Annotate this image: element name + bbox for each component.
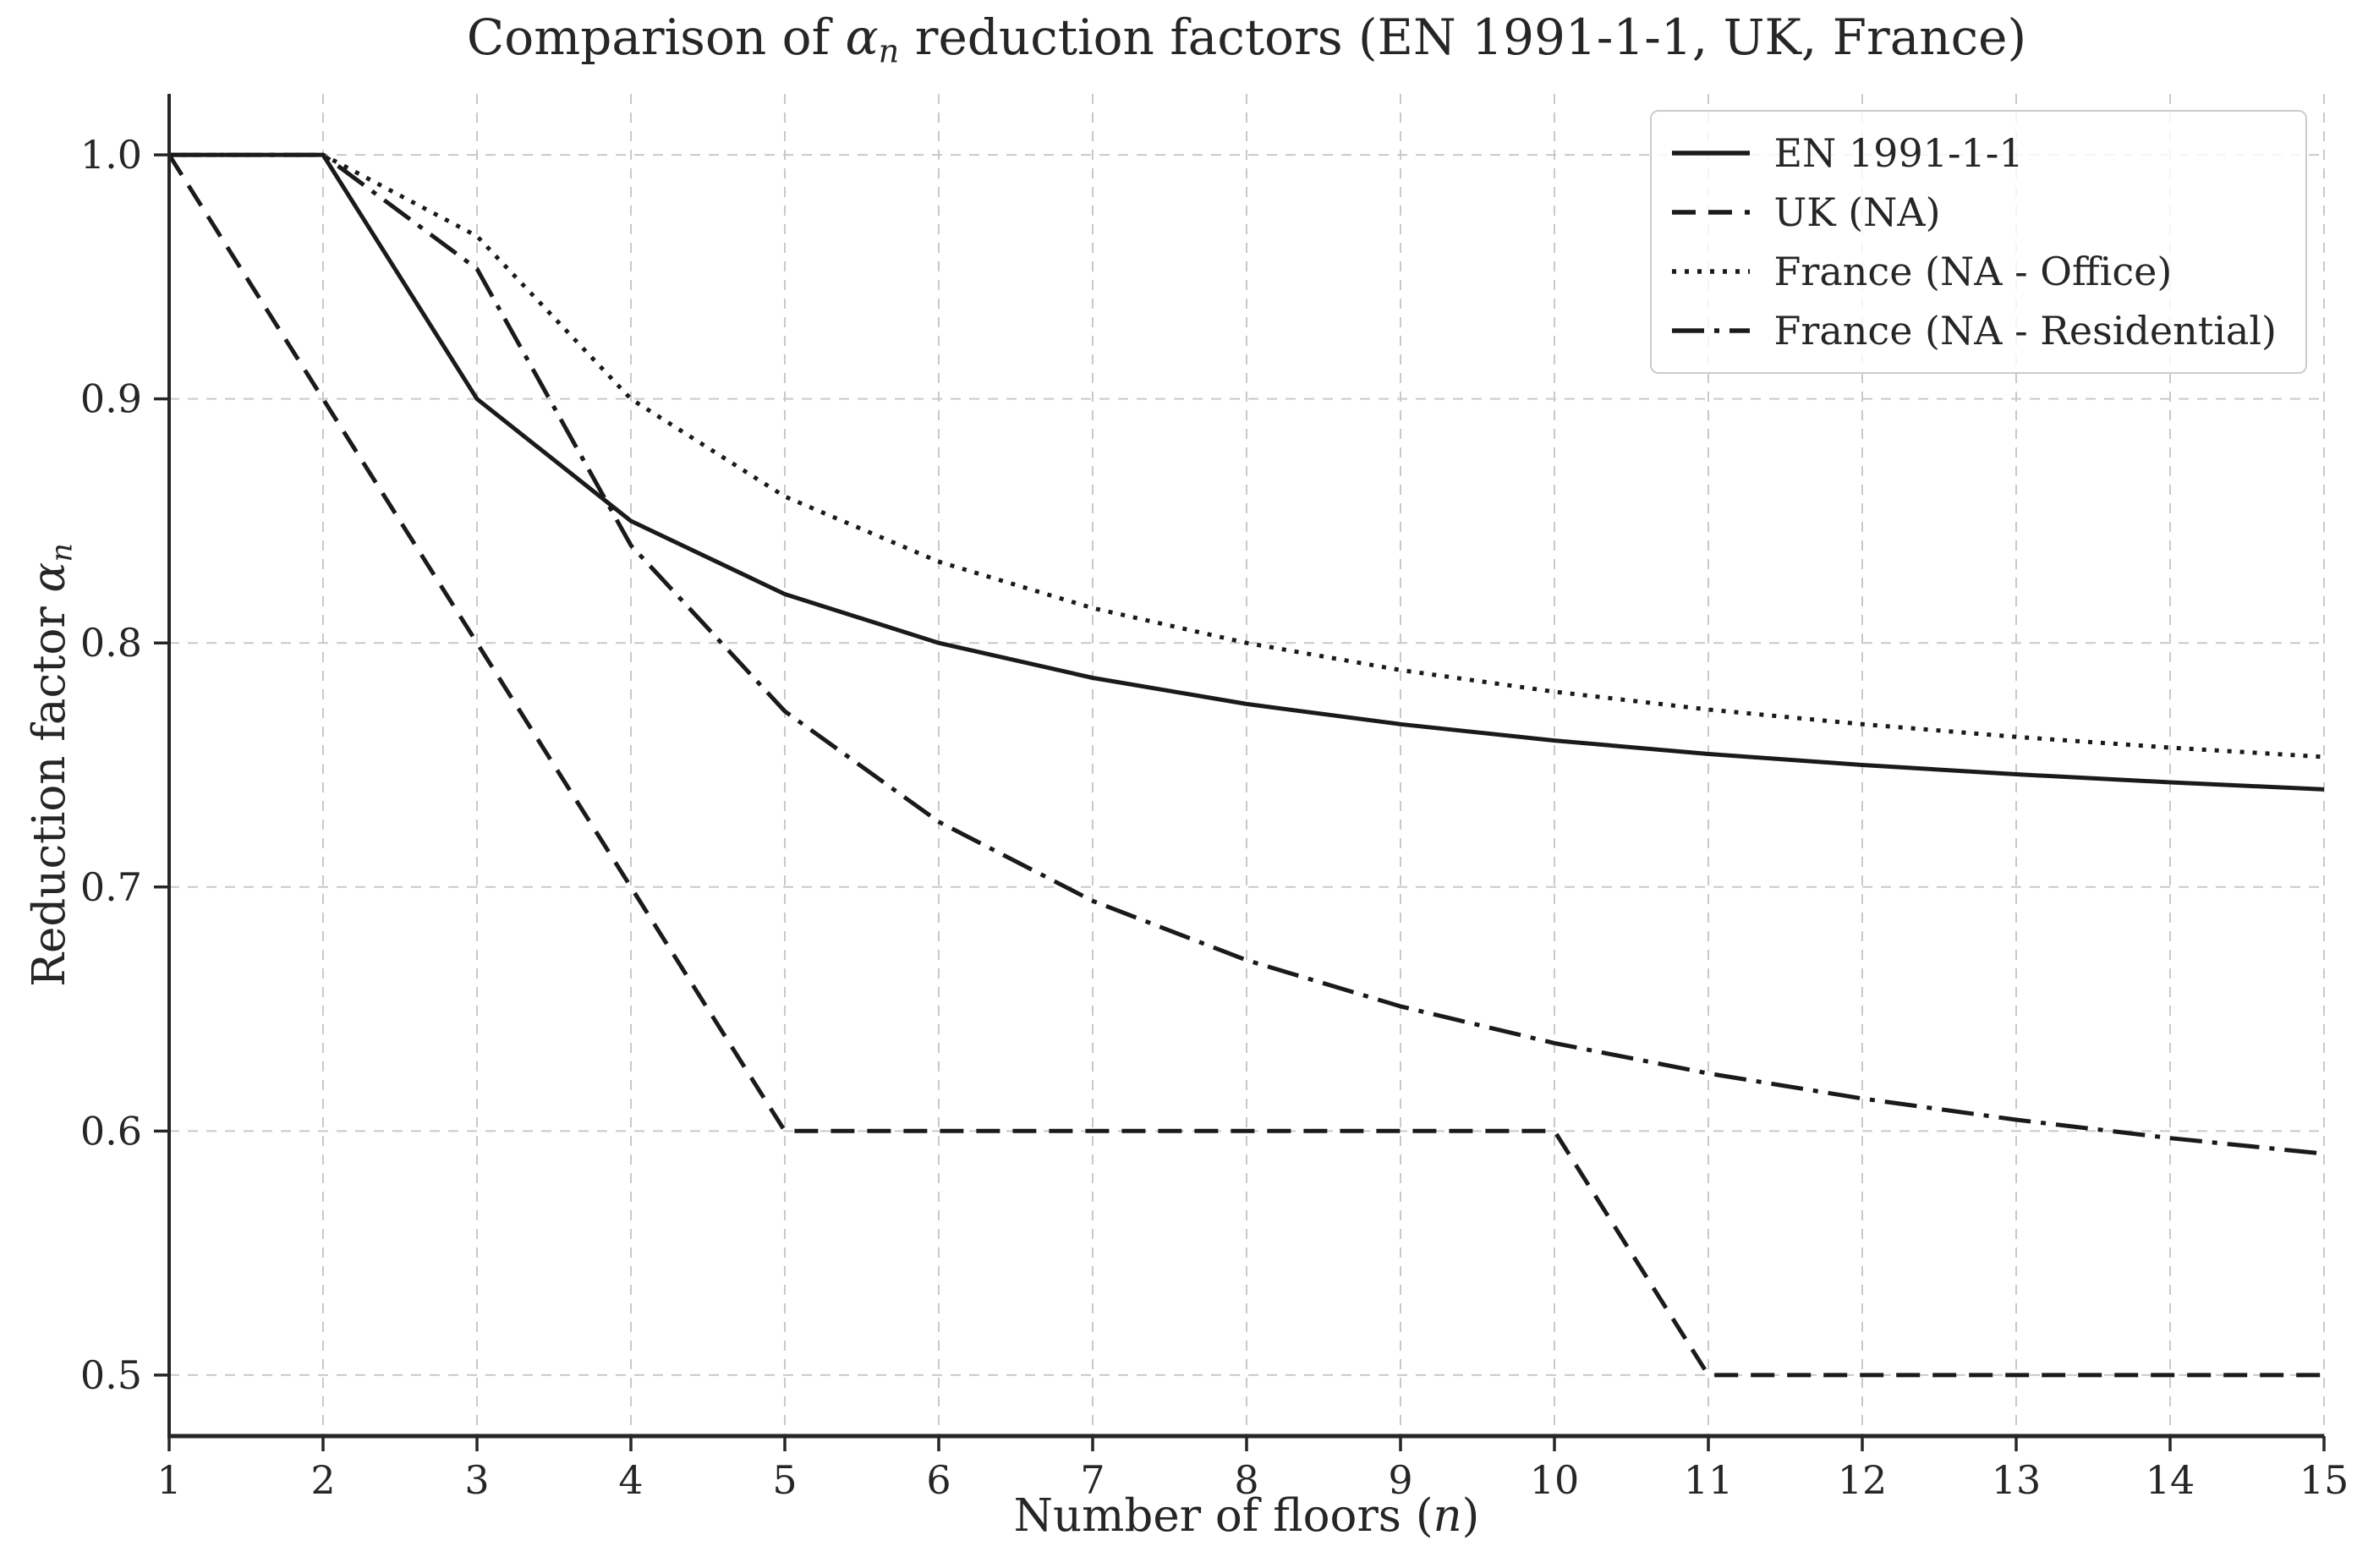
- alpha-subscript: n: [45, 543, 79, 562]
- legend-label: UK (NA): [1773, 189, 1941, 235]
- y-tick-label-0.9: 0.9: [80, 376, 142, 422]
- legend-line-sample-dashed: [1672, 210, 1751, 215]
- x-tick-label-4: 4: [618, 1457, 643, 1503]
- series-lines: [167, 152, 2325, 1378]
- legend-line-sample-dotted: [1672, 269, 1751, 274]
- axes: 1 2 3 4 5 6 7 8 9 10 11 12 13 14 150.50.60.70.80.91.0: [80, 94, 2349, 1503]
- chart-title-text: Comparison of: [466, 8, 846, 66]
- legend-entry-uk-na: UK (NA): [1670, 186, 2277, 238]
- y-tick-label-0.5: 0.5: [80, 1352, 142, 1398]
- x-tick-label-15: 15: [2300, 1457, 2349, 1503]
- x-axis-label: Number of floors (n): [169, 1490, 2324, 1542]
- x-tick-label-3: 3: [464, 1457, 489, 1503]
- y-axis-label: Reduction factor αn: [24, 94, 83, 1436]
- x-tick-label-12: 12: [1838, 1457, 1888, 1503]
- legend-label: France (NA - Office): [1773, 249, 2173, 294]
- x-tick-label-6: 6: [926, 1457, 951, 1503]
- legend-entry-france-na-office: France (NA - Office): [1670, 245, 2277, 298]
- x-tick-label-5: 5: [772, 1457, 797, 1503]
- x-tick-label-13: 13: [1992, 1457, 2042, 1503]
- alpha-symbol: α: [24, 562, 75, 593]
- y-tick-label-0.8: 0.8: [80, 620, 142, 666]
- x-tick-label-9: 9: [1388, 1457, 1412, 1503]
- y-tick-label-0.6: 0.6: [80, 1108, 142, 1154]
- x-tick-label-14: 14: [2146, 1457, 2195, 1503]
- legend-entry-en-1991-1-1: EN 1991-1-1: [1670, 127, 2277, 179]
- n-variable: n: [1433, 1490, 1462, 1542]
- legend-line-sample-dashdot: [1672, 328, 1751, 333]
- x-axis-label-text: Number of floors (: [1013, 1490, 1433, 1542]
- legend: EN 1991-1-1 UK (NA) France (NA - Office) Fr…: [1650, 110, 2307, 374]
- legend-line-sample-solid: [1672, 151, 1751, 156]
- chart-title: Comparison of αn reduction factors (EN 1…: [169, 8, 2324, 71]
- x-tick-label-8: 8: [1234, 1457, 1258, 1503]
- series-line-france-na-office: [169, 152, 2325, 759]
- x-tick-label-1: 1: [156, 1457, 181, 1503]
- legend-label: France (NA - Residential): [1773, 308, 2277, 354]
- x-tick-label-11: 11: [1684, 1457, 1734, 1503]
- chart-title-text: reduction factors (EN 1991-1-1, UK, Fran…: [899, 8, 2027, 66]
- series-line-france-na-residential: [169, 152, 2325, 1156]
- legend-entry-france-na-residential: France (NA - Residential): [1670, 304, 2277, 357]
- x-tick-label-7: 7: [1080, 1457, 1105, 1503]
- alpha-subscript: n: [878, 32, 900, 71]
- y-tick-label-1: 1.0: [80, 132, 142, 178]
- x-tick-label-2: 2: [310, 1457, 335, 1503]
- alpha-symbol: α: [845, 8, 879, 66]
- x-axis-label-text: ): [1461, 1490, 1480, 1542]
- y-axis-label-text: Reduction factor: [24, 592, 75, 987]
- y-tick-label-0.7: 0.7: [80, 864, 142, 910]
- legend-label: EN 1991-1-1: [1773, 130, 2024, 176]
- x-tick-label-10: 10: [1530, 1457, 1580, 1503]
- series-line-uk-na: [167, 153, 2324, 1378]
- series-line-en-1991-1-1: [169, 152, 2325, 792]
